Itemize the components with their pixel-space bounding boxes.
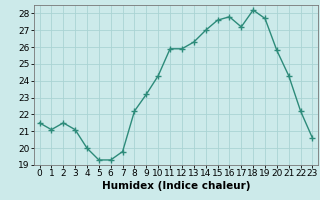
X-axis label: Humidex (Indice chaleur): Humidex (Indice chaleur) xyxy=(102,181,250,191)
